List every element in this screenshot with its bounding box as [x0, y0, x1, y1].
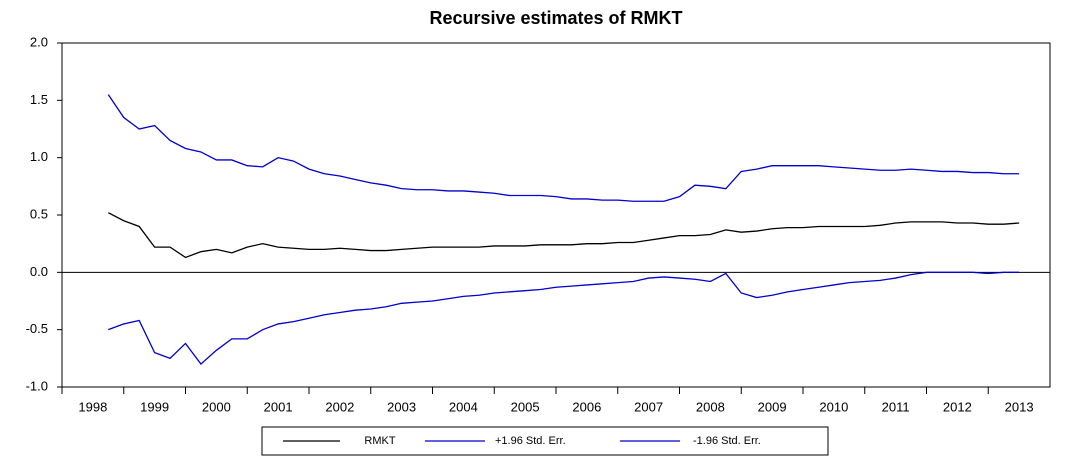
- x-tick-label: 2000: [202, 399, 231, 414]
- legend: RMKT +1.96 Std. Err. -1.96 Std. Err.: [283, 435, 761, 447]
- x-tick-label: 2002: [325, 399, 354, 414]
- y-tick-label: 0.5: [30, 206, 48, 221]
- x-tick-label: 2012: [943, 399, 972, 414]
- series-line: [108, 212, 1020, 259]
- y-tick-label: -1.0: [26, 378, 48, 393]
- x-tick-label: 2013: [1005, 399, 1034, 414]
- series-line: [107, 94, 1020, 202]
- x-tick-label: 2005: [511, 399, 540, 414]
- chart-title: Recursive estimates of RMKT: [429, 8, 682, 28]
- x-tick-label: 2006: [572, 399, 601, 414]
- x-tick-label: 2003: [387, 399, 416, 414]
- legend-label: -1.96 Std. Err.: [693, 435, 761, 447]
- y-tick-label: 0.0: [30, 264, 48, 279]
- plot-frame: [61, 42, 1051, 388]
- x-tick-label: 2011: [882, 399, 910, 414]
- y-tick-label: -0.5: [26, 321, 48, 336]
- y-tick-label: 1.5: [30, 92, 48, 107]
- legend-box: [261, 426, 829, 456]
- series-line: [108, 271, 1020, 366]
- x-tick-label: 2004: [449, 399, 478, 414]
- x-tick-label: 1999: [140, 399, 169, 414]
- legend-label: +1.96 Std. Err.: [495, 435, 566, 447]
- x-tick-label: 2009: [758, 399, 787, 414]
- legend-label: RMKT: [364, 435, 395, 447]
- x-tick-label: 2001: [264, 399, 293, 414]
- x-tick-label: 2007: [634, 399, 663, 414]
- x-tick-label: 1998: [78, 399, 107, 414]
- y-tick-label: 1.0: [30, 149, 48, 164]
- y-tick-label: 2.0: [30, 34, 48, 49]
- x-tick-label: 2008: [696, 399, 725, 414]
- x-tick-label: 2010: [819, 399, 848, 414]
